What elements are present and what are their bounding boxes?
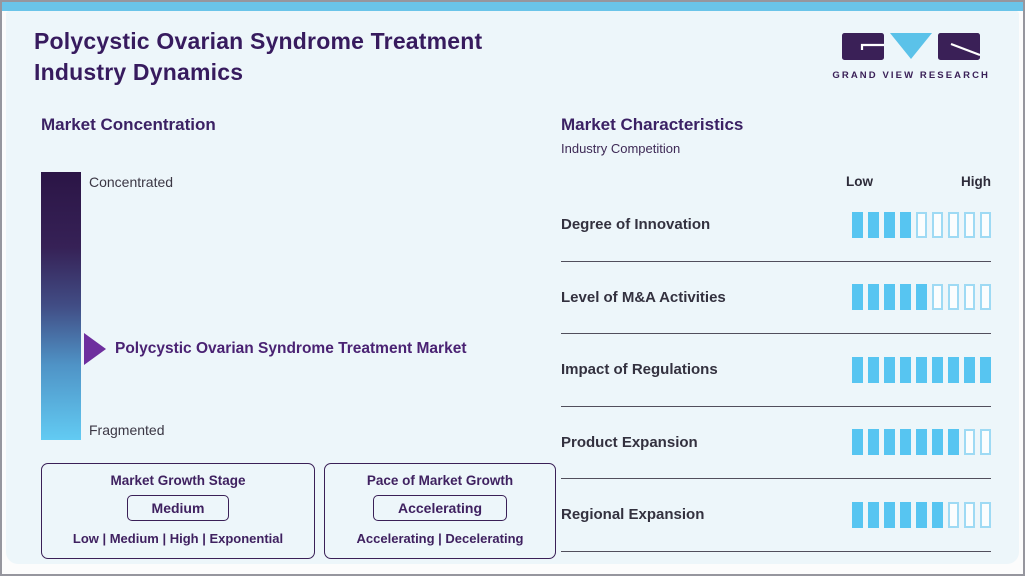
concentration-scale: Concentrated Fragmented Polycystic Ovari… (41, 172, 561, 440)
header: Polycystic Ovarian Syndrome Treatment In… (34, 26, 991, 88)
rating-segment-filled (932, 501, 943, 528)
rating-segment-empty (964, 211, 975, 238)
growth-stage-options: Low | Medium | High | Exponential (72, 531, 284, 546)
rating-segment-filled (948, 356, 959, 383)
growth-pace-title: Pace of Market Growth (366, 473, 514, 488)
content-card: Polycystic Ovarian Syndrome Treatment In… (6, 11, 1019, 564)
rating-segment-empty (980, 501, 991, 528)
rating-segment-empty (948, 211, 959, 238)
page-title-line1: Polycystic Ovarian Syndrome Treatment (34, 28, 483, 54)
characteristic-label: Degree of Innovation (561, 216, 711, 234)
rating-segment-filled (900, 356, 911, 383)
market-concentration-section: Market Concentration Concentrated Fragme… (34, 115, 561, 559)
rating-segment-filled (932, 356, 943, 383)
pace-of-growth-box: Pace of Market Growth Accelerating Accel… (324, 463, 556, 559)
rating-segment-filled (852, 211, 863, 238)
rating-segment-filled (852, 429, 863, 456)
rating-segment-filled (916, 501, 927, 528)
market-concentration-heading: Market Concentration (41, 115, 216, 134)
rating-segment-empty (980, 284, 991, 311)
rating-bar (852, 429, 991, 456)
rating-segment-filled (900, 284, 911, 311)
concentration-gradient-bar (41, 172, 81, 440)
characteristic-row: Product Expansion (561, 407, 991, 479)
characteristic-row: Impact of Regulations (561, 334, 991, 407)
characteristic-row: Degree of Innovation (561, 189, 991, 262)
rating-segment-filled (884, 429, 895, 456)
rating-bar (852, 501, 991, 528)
gvr-logo: GRAND VIEW RESEARCH (832, 33, 990, 81)
rating-segment-empty (980, 211, 991, 238)
rating-bar (852, 284, 991, 311)
rating-segment-filled (916, 429, 927, 456)
low-high-scale: Low High (846, 174, 991, 189)
rating-segment-empty (964, 284, 975, 311)
market-pointer: Polycystic Ovarian Syndrome Treatment Ma… (84, 332, 467, 365)
columns: Market Concentration Concentrated Fragme… (34, 115, 991, 559)
rating-segment-empty (932, 211, 943, 238)
growth-stage-value: Medium (126, 495, 230, 521)
pointer-market-label: Polycystic Ovarian Syndrome Treatment Ma… (115, 339, 467, 357)
growth-stage-title: Market Growth Stage (110, 473, 246, 488)
characteristic-label: Level of M&A Activities (561, 288, 726, 306)
rating-segment-filled (852, 501, 863, 528)
growth-pace-value: Accelerating (372, 495, 508, 521)
rating-segment-filled (948, 429, 959, 456)
rating-segment-filled (916, 284, 927, 311)
rating-segment-filled (868, 356, 879, 383)
scale-high-label: High (961, 174, 991, 189)
rating-segment-filled (868, 501, 879, 528)
characteristic-row: Level of M&A Activities (561, 262, 991, 334)
rating-segment-filled (932, 429, 943, 456)
rating-segment-filled (900, 211, 911, 238)
rating-segment-filled (900, 501, 911, 528)
rating-segment-empty (948, 501, 959, 528)
rating-segment-filled (852, 284, 863, 311)
rating-segment-filled (900, 429, 911, 456)
rating-segment-filled (852, 356, 863, 383)
rating-segment-empty (964, 501, 975, 528)
market-growth-stage-box: Market Growth Stage Medium Low | Medium … (41, 463, 315, 559)
rating-segment-empty (980, 429, 991, 456)
rating-segment-filled (884, 501, 895, 528)
rating-segment-empty (932, 284, 943, 311)
characteristics-list: Degree of Innovation Level of M&A Activit… (561, 189, 991, 552)
characteristic-label: Regional Expansion (561, 506, 705, 524)
rating-segment-filled (980, 356, 991, 383)
fragmented-label: Fragmented (89, 422, 165, 438)
rating-segment-filled (868, 429, 879, 456)
growth-boxes: Market Growth Stage Medium Low | Medium … (41, 463, 561, 559)
page-title-line2: Industry Dynamics (34, 59, 244, 85)
industry-competition-subheading: Industry Competition (561, 141, 681, 156)
rating-bar (852, 211, 991, 238)
rating-segment-filled (868, 211, 879, 238)
rating-segment-empty (948, 284, 959, 311)
rating-segment-empty (964, 429, 975, 456)
rating-segment-filled (964, 356, 975, 383)
market-characteristics-heading: Market Characteristics (561, 115, 744, 134)
rating-segment-empty (916, 211, 927, 238)
characteristic-label: Product Expansion (561, 433, 698, 451)
page-title: Polycystic Ovarian Syndrome Treatment In… (34, 26, 482, 88)
concentrated-label: Concentrated (89, 174, 174, 190)
gvr-logo-text: GRAND VIEW RESEARCH (832, 70, 990, 81)
scale-low-label: Low (846, 174, 873, 189)
rating-segment-filled (884, 284, 895, 311)
pointer-arrow-icon (84, 332, 106, 365)
rating-bar (852, 356, 991, 383)
rating-segment-filled (868, 284, 879, 311)
characteristic-row: Regional Expansion (561, 479, 991, 552)
rating-segment-filled (884, 356, 895, 383)
characteristic-label: Impact of Regulations (561, 361, 718, 379)
rating-segment-filled (916, 356, 927, 383)
market-characteristics-section: Market Characteristics Industry Competit… (561, 115, 991, 559)
gvr-logo-icon (842, 33, 981, 60)
rating-segment-filled (884, 211, 895, 238)
growth-pace-options: Accelerating | Decelerating (356, 531, 524, 546)
top-accent-bar (2, 2, 1023, 11)
